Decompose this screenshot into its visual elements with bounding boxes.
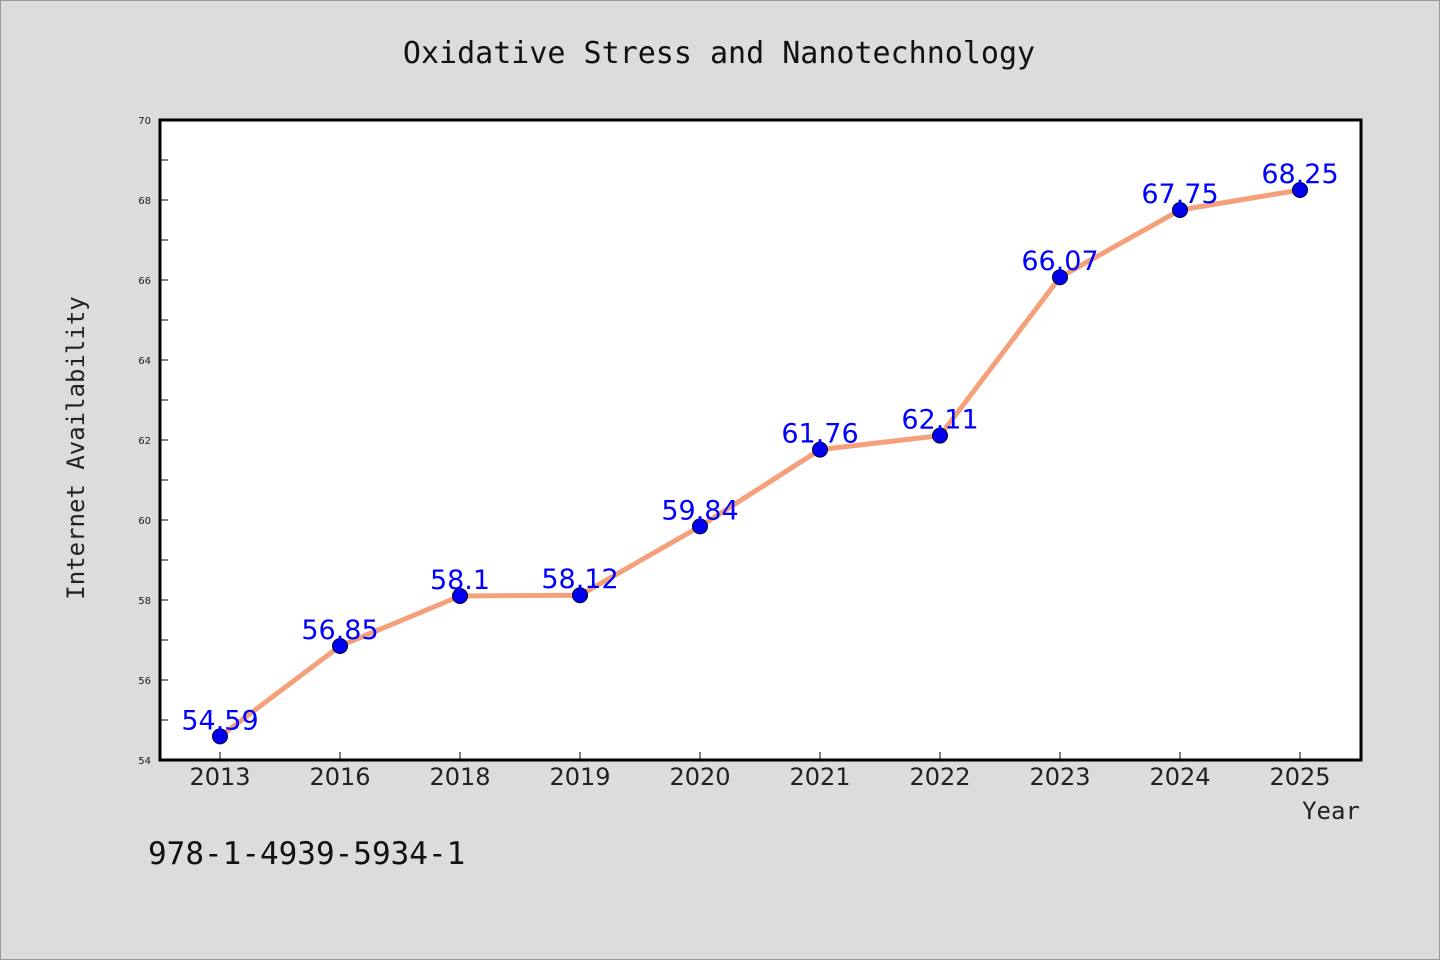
x-tick-label: 2013 xyxy=(189,763,250,791)
y-tick-label: 68 xyxy=(138,196,151,207)
y-tick-label: 66 xyxy=(138,276,151,287)
y-tick-label: 56 xyxy=(138,676,151,687)
y-tick-label: 64 xyxy=(138,356,151,367)
data-labels-group: 54.59 56.85 58.1 58.12 59.84 61.76 62.11 66.07 6… xyxy=(181,159,1338,736)
data-point xyxy=(332,638,348,654)
data-label: 56.85 xyxy=(301,615,378,646)
data-point xyxy=(932,427,948,444)
y-tick-label: 62 xyxy=(138,436,151,447)
data-label: 58.1 xyxy=(430,565,490,596)
data-label: 61.76 xyxy=(781,419,858,450)
isbn-text: 978-1-4939-5934-1 xyxy=(148,836,465,872)
data-label: 54.59 xyxy=(181,705,258,736)
x-tick-label: 2019 xyxy=(549,763,610,791)
x-tick-label: 2021 xyxy=(789,763,850,791)
data-label: 66.07 xyxy=(1021,246,1098,277)
y-tick-label: 60 xyxy=(138,516,151,527)
data-point xyxy=(212,728,228,745)
data-label: 62.11 xyxy=(901,405,978,436)
y-axis-label: Internet Availability xyxy=(62,296,90,599)
data-point xyxy=(1292,182,1308,198)
y-tick-label: 58 xyxy=(138,596,151,607)
data-label: 58.12 xyxy=(541,564,618,595)
x-tick-label: 2020 xyxy=(669,763,730,791)
x-tick-label: 2018 xyxy=(429,763,490,791)
series-line xyxy=(218,187,1301,739)
data-point xyxy=(812,441,828,458)
data-label: 59.84 xyxy=(661,495,738,526)
x-axis: 2013 2016 2018 2019 2020 2021 2022 2023 2024 2025 xyxy=(189,752,1331,791)
x-axis-label: Year xyxy=(1302,797,1360,825)
y-tick-label: 54 xyxy=(138,756,151,767)
data-point xyxy=(1172,202,1188,218)
data-point xyxy=(572,587,588,604)
data-label: 68.25 xyxy=(1261,159,1338,190)
x-tick-label: 2016 xyxy=(309,763,370,791)
data-point xyxy=(1052,269,1068,286)
x-tick-label: 2022 xyxy=(909,763,970,791)
x-tick-label: 2023 xyxy=(1029,763,1090,791)
chart-title: Oxidative Stress and Nanotechnology xyxy=(403,36,1035,71)
y-axis: 54 56 58 60 62 64 66 68 70 xyxy=(138,116,168,767)
x-tick-label: 2024 xyxy=(1149,763,1210,791)
data-label: 67.75 xyxy=(1141,179,1218,210)
x-tick-label: 2025 xyxy=(1269,763,1330,791)
data-point xyxy=(452,588,468,604)
markers-group xyxy=(212,182,1308,745)
series-line-group xyxy=(218,187,1301,739)
data-point xyxy=(692,518,708,535)
plot-area xyxy=(158,118,1363,762)
y-tick-label: 70 xyxy=(138,116,151,127)
